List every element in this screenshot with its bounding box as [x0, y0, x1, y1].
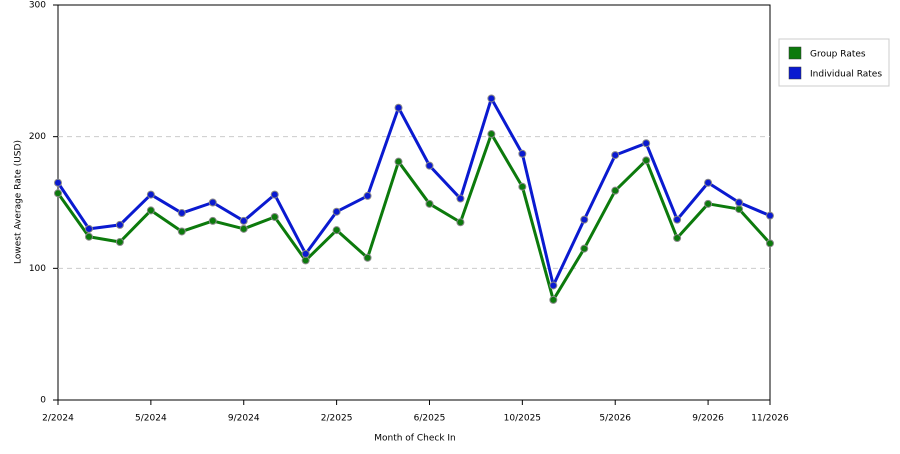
data-point	[270, 190, 279, 199]
data-point	[394, 157, 403, 166]
data-point	[54, 178, 62, 187]
y-tick-label: 100	[29, 264, 46, 274]
data-point	[84, 232, 93, 241]
data-point	[239, 216, 248, 225]
data-point	[766, 211, 774, 220]
x-tick-label: 6/2025	[414, 414, 446, 424]
data-point	[704, 178, 713, 187]
data-point	[208, 198, 217, 207]
data-point	[84, 224, 93, 233]
data-point	[270, 212, 279, 221]
legend-label: Group Rates	[810, 50, 866, 60]
data-point	[642, 156, 651, 165]
data-point	[363, 191, 372, 200]
data-point	[704, 199, 713, 208]
data-point	[115, 220, 124, 229]
series-line	[56, 96, 771, 287]
data-point	[549, 295, 558, 304]
data-point	[487, 130, 496, 139]
x-tick-label: 9/2026	[692, 414, 724, 424]
data-point	[580, 244, 589, 253]
data-point	[177, 227, 186, 236]
data-point	[611, 151, 620, 160]
data-point	[208, 216, 217, 225]
legend-swatch	[788, 66, 802, 80]
data-point	[239, 224, 248, 233]
data-point	[766, 239, 774, 248]
data-point	[146, 206, 155, 215]
x-tick-label: 9/2024	[228, 414, 260, 424]
data-point	[735, 198, 744, 207]
data-point	[518, 149, 527, 158]
data-point	[332, 226, 341, 235]
data-point	[425, 161, 434, 170]
legend-swatch	[788, 46, 802, 60]
data-point	[115, 238, 124, 246]
data-point	[363, 253, 372, 262]
x-tick-label: 11/2026	[751, 414, 789, 424]
data-point	[642, 139, 651, 148]
data-point	[456, 218, 465, 227]
data-point	[735, 205, 744, 214]
series-line	[56, 132, 772, 302]
x-tick-label: 5/2026	[599, 414, 631, 424]
data-point	[54, 189, 62, 198]
y-tick-label: 0	[40, 396, 46, 406]
y-tick-label: 300	[29, 1, 46, 11]
data-point	[518, 182, 527, 191]
plot-area	[57, 4, 771, 401]
y-axis-label: Lowest Average Rate (USD)	[14, 140, 24, 264]
data-point	[394, 103, 403, 112]
x-tick-label: 5/2024	[135, 414, 167, 424]
x-tick-label: 2/2024	[42, 414, 74, 424]
data-point	[611, 186, 620, 195]
data-point	[487, 94, 496, 103]
data-point	[301, 249, 310, 258]
data-point	[549, 281, 558, 290]
x-tick-label: 10/2025	[504, 414, 541, 424]
data-point	[301, 256, 310, 265]
x-tick-label: 2/2025	[321, 414, 353, 424]
data-point	[146, 190, 155, 199]
x-axis-label: Month of Check In	[374, 434, 456, 444]
data-point	[425, 199, 434, 208]
legend-label: Individual Rates	[810, 70, 882, 80]
data-point	[673, 234, 682, 243]
data-point	[456, 194, 465, 203]
data-point	[332, 207, 341, 216]
data-point	[177, 209, 186, 218]
y-tick-label: 200	[29, 132, 46, 142]
data-point	[673, 215, 682, 224]
data-point	[580, 215, 589, 224]
